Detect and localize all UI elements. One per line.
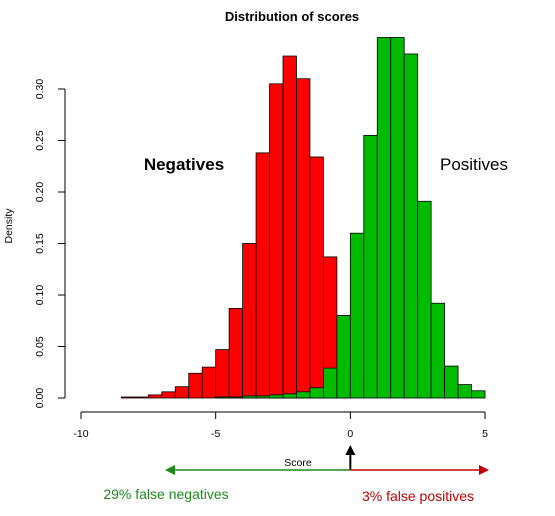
histogram-bar-positives-12 <box>376 37 392 399</box>
histogram-bar-positives-15 <box>417 200 432 399</box>
histogram-bar-positives-14 <box>403 53 419 399</box>
chart-title: Distribution of scores <box>225 9 359 24</box>
histogram-bar-negatives-12 <box>282 55 297 399</box>
histogram-bar-negatives-1 <box>134 396 149 399</box>
y-tick-label-5: 0.25 <box>34 130 46 151</box>
false-positives-label: 3% false positives <box>362 488 474 504</box>
threshold-arrows <box>165 445 489 475</box>
histogram-bar-negatives-7 <box>215 349 230 399</box>
histogram-bar-negatives-2 <box>147 394 163 399</box>
histogram-bar-negatives-4 <box>174 386 190 399</box>
histogram-bar-negatives-6 <box>201 366 217 399</box>
x-tick-label-0: -10 <box>73 428 88 440</box>
histogram-bar-positives-17 <box>444 365 459 399</box>
histogram-bar-negatives-13 <box>296 78 311 399</box>
x-tick-label-2: 0 <box>347 428 353 440</box>
false-negatives-label: 29% false negatives <box>103 486 228 502</box>
y-tick-label-4: 0.20 <box>34 182 46 203</box>
histogram-bar-positives-0 <box>215 396 230 399</box>
histogram-bar-negatives-8 <box>228 307 244 399</box>
y-tick-label-1: 0.05 <box>34 336 46 357</box>
x-tick-label-1: -5 <box>211 428 220 440</box>
positives-label: Positives <box>440 155 508 174</box>
histogram-bar-positives-18 <box>457 384 472 399</box>
histogram-bar-positives-7 <box>309 387 324 399</box>
y-tick-label-0: 0.00 <box>34 388 46 409</box>
y-tick-label-6: 0.30 <box>34 79 46 100</box>
histogram-bar-negatives-3 <box>161 391 176 399</box>
histogram-bar-positives-5 <box>282 393 297 399</box>
histogram-bar-positives-4 <box>269 394 284 399</box>
negatives-label: Negatives <box>144 155 224 174</box>
y-tick-label-3: 0.15 <box>34 233 46 254</box>
histogram-bar-negatives-10 <box>255 152 270 399</box>
y-axis-title: Density <box>3 208 15 244</box>
x-axis-title: Score <box>284 457 312 469</box>
axes: -10 -5 0 5 0.00 0.05 0.10 0.15 0.20 0.25 0.30 <box>34 79 488 440</box>
histogram-bar-negatives-0 <box>121 396 136 399</box>
histogram-bar-negatives-14 <box>309 156 324 399</box>
histogram-bar-positives-6 <box>296 391 311 399</box>
histogram-bar-negatives-5 <box>188 372 203 399</box>
y-tick-label-2: 0.10 <box>34 285 46 306</box>
bars-layer <box>121 37 486 399</box>
histogram-bar-positives-19 <box>471 390 486 399</box>
histogram-bar-positives-11 <box>363 134 378 399</box>
histogram-bar-positives-10 <box>349 232 365 399</box>
histogram-bar-positives-3 <box>255 395 270 399</box>
histogram-bar-negatives-9 <box>242 243 257 399</box>
histogram-bar-positives-1 <box>228 396 244 399</box>
series-positives <box>215 37 486 399</box>
histogram-bar-positives-16 <box>430 302 446 399</box>
series-negatives <box>121 55 351 399</box>
histogram-bar-positives-9 <box>336 315 351 399</box>
histogram-bar-positives-8 <box>322 367 338 399</box>
histogram-bar-negatives-11 <box>269 83 284 399</box>
x-tick-label-3: 5 <box>482 428 488 440</box>
histogram-bar-positives-2 <box>242 395 257 399</box>
histogram-bar-positives-13 <box>390 37 405 399</box>
